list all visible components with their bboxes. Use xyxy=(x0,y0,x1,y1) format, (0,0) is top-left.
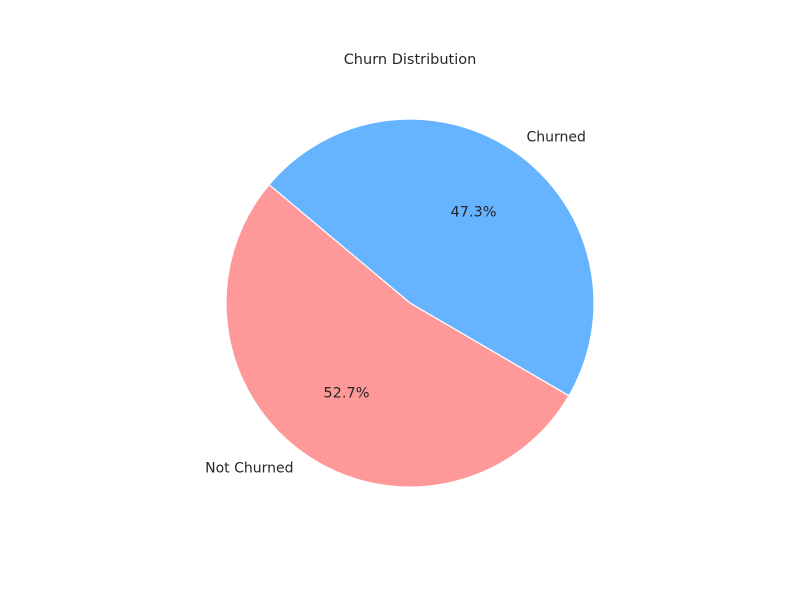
slice-percent-not-churned: 52.7% xyxy=(323,385,369,401)
pie-slice-churned xyxy=(268,118,595,397)
slice-label-not-churned: Not Churned xyxy=(205,461,293,477)
chart-title: Churn Distribution xyxy=(344,52,477,68)
slice-percent-churned: 47.3% xyxy=(451,205,497,221)
pie-labels: Churned 47.3% Not Churned 52.7% xyxy=(205,129,586,476)
pie-slices xyxy=(225,118,595,488)
slice-label-churned: Churned xyxy=(526,129,585,145)
pie-slice-not-churned xyxy=(225,183,570,488)
